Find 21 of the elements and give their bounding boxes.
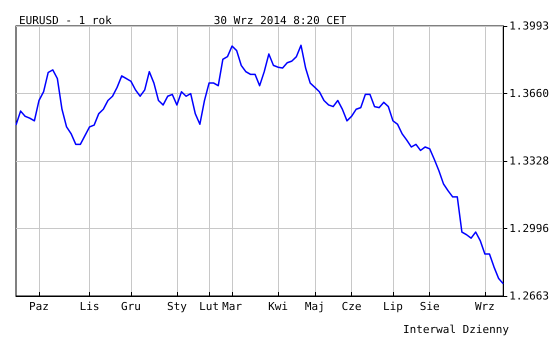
- y-tick-label: 1.3328: [509, 154, 550, 168]
- y-tick-label: 1.3660: [509, 87, 550, 100]
- x-tick-label: Kwi: [268, 300, 288, 313]
- y-tick-label: 1.2663: [509, 290, 550, 302]
- y-tick-label: 1.2996: [509, 222, 550, 235]
- line-series: [15, 44, 504, 285]
- chart-subtitle: 30 Wrz 2014 8:20 CET: [214, 14, 347, 27]
- y-tick-label: 1.3993: [509, 20, 550, 32]
- x-tick-label: Gru: [120, 300, 141, 313]
- chart-title: EURUSD - 1 rok: [19, 14, 112, 27]
- x-tick-label: Sty: [166, 300, 188, 313]
- x-tick-label: Lut: [199, 300, 220, 313]
- x-tick-label: Wrz: [474, 300, 495, 313]
- x-tick-label: Lip: [383, 300, 403, 313]
- x-tick-label: Cze: [342, 300, 362, 313]
- x-tick-label: Sie: [420, 300, 440, 313]
- x-tick-label: Maj: [304, 300, 325, 313]
- x-tick-label: Mar: [222, 300, 242, 313]
- x-tick-label: Lis: [80, 300, 100, 313]
- text: Interwal Dzienny: [403, 323, 510, 336]
- x-tick-label: Paz: [29, 300, 49, 313]
